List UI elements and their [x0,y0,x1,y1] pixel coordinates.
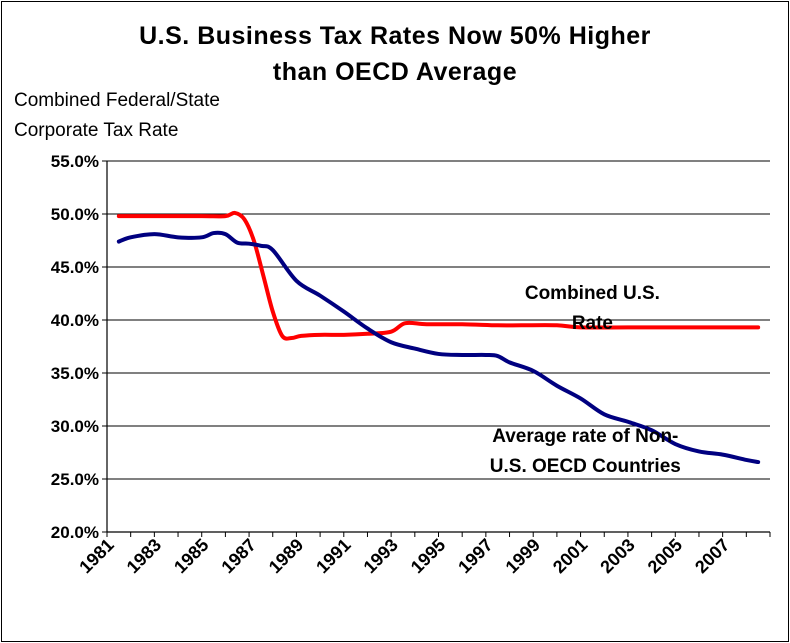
x-tick-label: 1989 [265,535,307,577]
axes [102,160,771,537]
x-tick-label: 1997 [454,535,496,577]
annotation-label: U.S. OECD Countries [490,456,681,477]
x-tick-label: 1999 [502,535,544,577]
y-tick-label: 55.0% [51,152,99,171]
x-tick-label: 1995 [407,535,449,577]
x-tick-labels: 1981 1983 1985 1987 1989 1991 1993 1995 1997 1999… [75,535,733,577]
annotation-label: Combined U.S. [525,283,660,304]
y-tick-label: 50.0% [51,205,99,224]
x-tick-label: 2005 [644,535,686,577]
x-tick-label: 2007 [691,535,733,577]
x-tick-label: 1993 [360,535,402,577]
y-tick-label: 25.0% [51,470,99,489]
x-tick-label: 1987 [217,535,259,577]
y-tick-label: 40.0% [51,311,99,330]
x-tick-label: 1985 [170,535,212,577]
series-line-oecd-average [116,230,761,465]
series-line-us-rate [116,210,761,341]
y-tick-label: 35.0% [51,364,99,383]
x-tick-label: 2001 [549,535,591,577]
chart-title: U.S. Business Tax Rates Now 50% Higher t… [139,22,651,86]
x-tick-label: 1983 [123,535,165,577]
annotation-label: Average rate of Non- [492,426,678,447]
y-tick-labels: 20.0% 25.0% 30.0% 35.0% 40.0% 45.0% 50.0% 55.0% [51,152,99,542]
x-tick-label: 2003 [596,535,638,577]
annotation-label: Rate [572,313,613,334]
y-tick-label: 20.0% [51,523,99,542]
y-tick-label: 30.0% [51,417,99,436]
x-tick-label: 1991 [312,535,354,577]
annotations: Combined U.S. Rate Average rate of Non- U.S… [490,283,681,477]
y-axis-label: Combined Federal/State Corporate Tax Rat… [14,90,220,141]
y-tick-label: 45.0% [51,258,99,277]
gridlines [107,160,770,480]
series-layer [116,210,761,465]
